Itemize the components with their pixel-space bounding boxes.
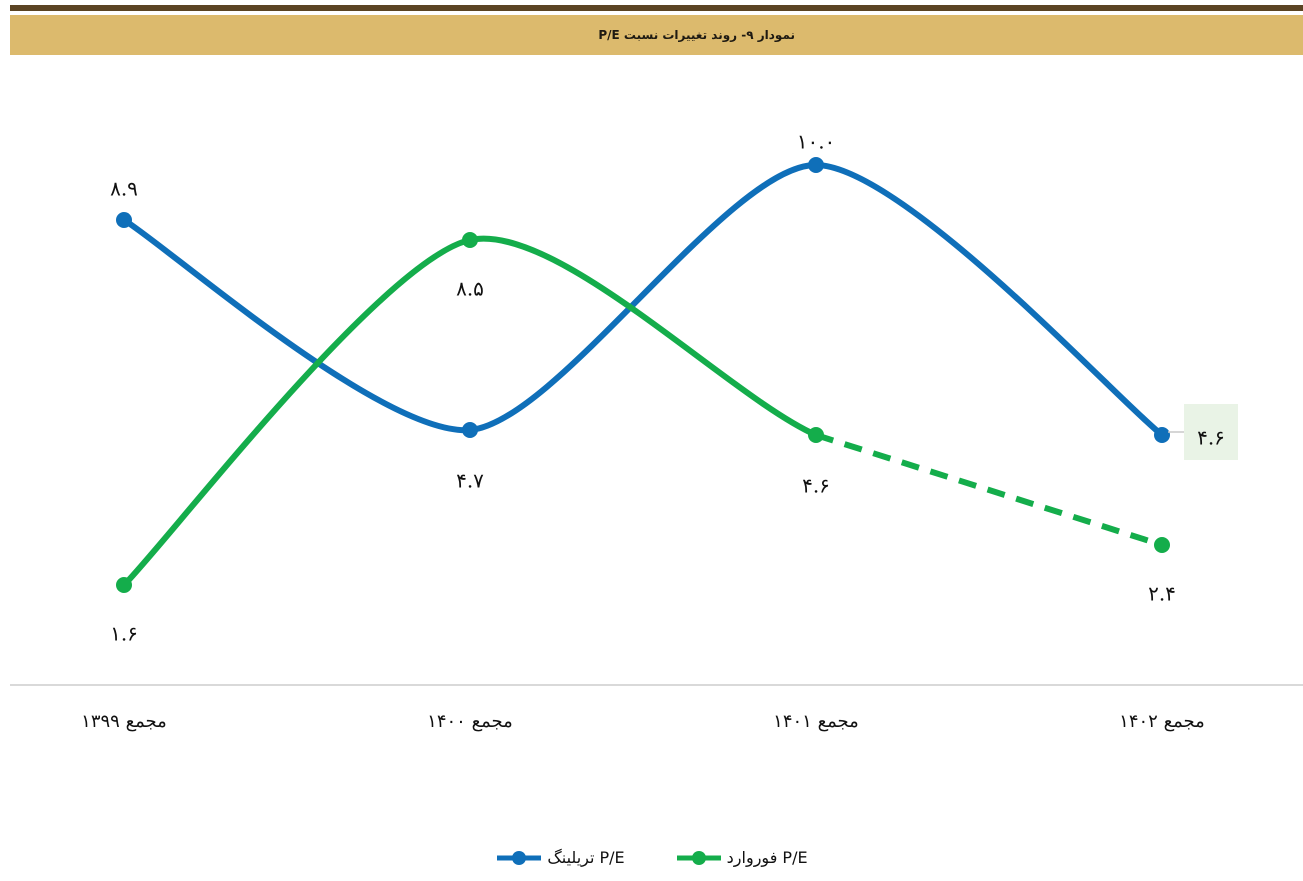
- data-point-trailing-2: [462, 422, 478, 438]
- series-line-trailing-segment-2: [467, 161, 819, 433]
- data-label-trailing-3: ۱۰.۰: [797, 130, 836, 154]
- data-point-forward-2: [462, 232, 478, 248]
- legend-item-trailing: P/E تریلینگ: [495, 848, 625, 867]
- data-point-trailing-1: [116, 212, 132, 228]
- x-tick-label-3: مجمع ۱۴۰۱: [773, 711, 859, 732]
- data-label-trailing-2: ۴.۷: [456, 469, 484, 493]
- series-line-trailing-segment-3: [813, 162, 1165, 438]
- data-point-trailing-4: [1154, 427, 1170, 443]
- data-label-forward-2: ۸.۵: [456, 277, 484, 301]
- legend-item-forward: P/E فوروارد: [675, 848, 808, 867]
- chart-legend: P/E فوروارد P/E تریلینگ: [0, 848, 1303, 867]
- data-label-forward-3: ۴.۶: [802, 474, 830, 498]
- data-point-forward-4: [1154, 537, 1170, 553]
- data-label-trailing-1: ۸.۹: [110, 177, 138, 201]
- legend-label-trailing: P/E تریلینگ: [547, 848, 625, 867]
- x-tick-label-4: مجمع ۱۴۰۲: [1119, 711, 1205, 732]
- series-line-forward-segment-2: [467, 235, 819, 438]
- x-tick-label-1: مجمع ۱۳۹۹: [81, 711, 167, 732]
- chart-title: نمودار ۹- روند تغییرات نسبت P/E: [598, 28, 795, 42]
- data-point-forward-3: [808, 427, 824, 443]
- highlighted-label-box: [1184, 404, 1238, 460]
- line-chart: ۸.۹ ۴.۷ ۱۰.۰ ۴.۶ ۱.۶ ۸.۵ ۴.۶ ۲.۴ مجمع ۱۳۹۹ مجمع …: [10, 130, 1303, 732]
- data-label-trailing-4: ۴.۶: [1197, 426, 1225, 450]
- legend-swatch-trailing: [497, 850, 542, 865]
- top-rule: [10, 5, 1303, 11]
- data-label-forward-1: ۱.۶: [110, 622, 138, 646]
- series-line-forward-segment-1: [121, 237, 473, 588]
- data-label-forward-4: ۲.۴: [1148, 582, 1176, 606]
- x-tick-label-2: مجمع ۱۴۰۰: [427, 711, 513, 732]
- chart-title-bar: نمودار ۹- روند تغییرات نسبت P/E: [10, 15, 1303, 55]
- legend-swatch-forward: [676, 850, 721, 865]
- series-line-forward-segment-3: [815, 432, 1163, 548]
- data-point-trailing-3: [808, 157, 824, 173]
- series-line-trailing-segment-1: [121, 217, 473, 434]
- data-point-forward-1: [116, 577, 132, 593]
- legend-label-forward: P/E فوروارد: [726, 848, 808, 867]
